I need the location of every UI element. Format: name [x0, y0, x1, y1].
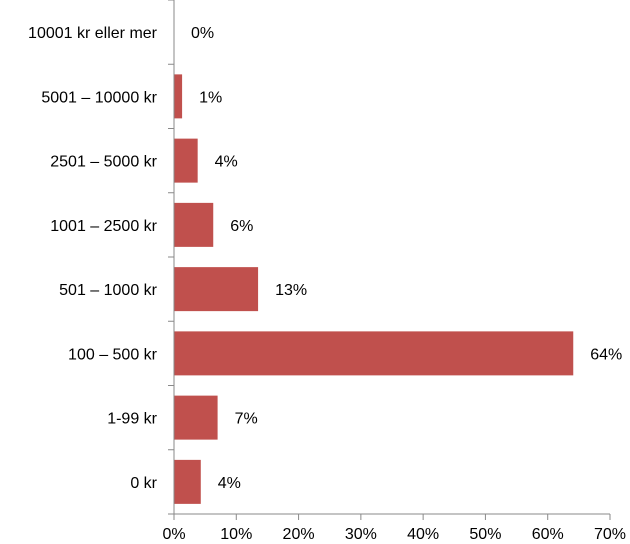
x-tick-label: 20% [283, 526, 315, 543]
category-label: 10001 kr eller mer [28, 25, 158, 42]
data-label: 0% [191, 25, 214, 42]
x-tick-label: 70% [594, 526, 626, 543]
x-tick-label: 10% [220, 526, 252, 543]
bar [174, 138, 198, 183]
category-label: 501 – 1000 kr [59, 282, 158, 299]
x-tick-label: 30% [345, 526, 377, 543]
axes-group [168, 0, 611, 520]
x-tick-label: 60% [532, 526, 564, 543]
category-label: 1-99 kr [107, 411, 157, 428]
bar [174, 267, 259, 312]
data-label: 1% [199, 89, 222, 106]
bar [174, 202, 214, 247]
bar [174, 331, 574, 376]
data-label: 4% [215, 154, 238, 171]
data-label: 13% [275, 282, 307, 299]
category-label: 2501 – 5000 kr [50, 154, 157, 171]
data-label: 6% [230, 218, 253, 235]
x-tick-label: 50% [469, 526, 501, 543]
data-label: 64% [590, 346, 622, 363]
category-label: 100 – 500 kr [68, 346, 158, 363]
x-tick-label: 0% [162, 526, 185, 543]
bar [174, 395, 218, 440]
bars-group [174, 74, 574, 504]
data-label: 4% [218, 475, 241, 492]
category-label: 5001 – 10000 kr [41, 89, 157, 106]
category-label: 1001 – 2500 kr [50, 218, 157, 235]
data-label: 7% [235, 411, 258, 428]
labels-group: 10001 kr eller mer 0% 5001 – 10000 kr 1% 250… [28, 25, 626, 543]
category-label: 0 kr [130, 475, 157, 492]
x-tick-label: 40% [407, 526, 439, 543]
bar [174, 74, 183, 119]
bar [174, 459, 201, 504]
